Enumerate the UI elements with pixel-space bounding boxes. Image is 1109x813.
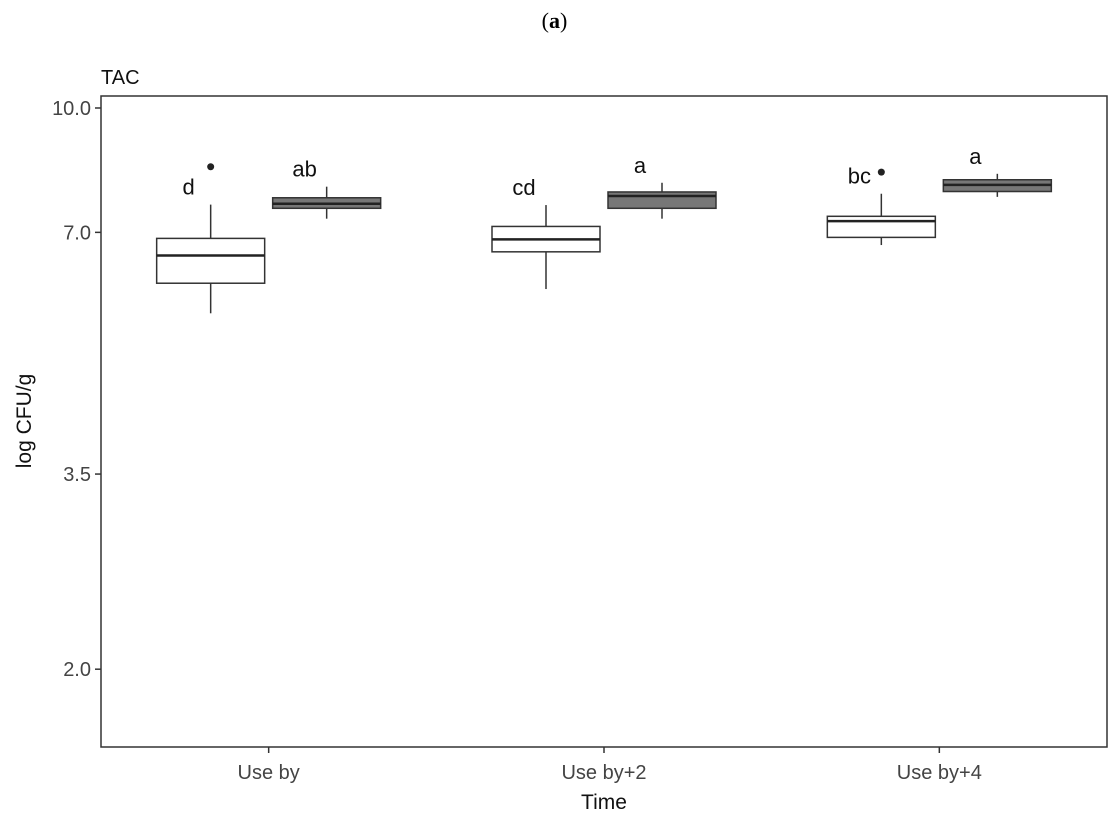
x-tick-label: Use by+2 bbox=[561, 762, 646, 784]
outlier-point bbox=[207, 163, 215, 171]
panel-label-open: ( bbox=[541, 8, 549, 33]
significance-letter: a bbox=[634, 153, 647, 178]
box-group: a bbox=[942, 144, 1053, 197]
box-iqr bbox=[155, 237, 266, 284]
y-axis: 2.0 3.5 7.0 10.0 bbox=[52, 98, 101, 681]
outlier-point bbox=[877, 168, 885, 176]
box-group: ab bbox=[271, 157, 382, 219]
x-axis-title: Time bbox=[581, 791, 627, 813]
y-tick-label: 7.0 bbox=[63, 222, 91, 244]
panel-label-letter: a bbox=[549, 8, 560, 33]
box-groups: d cd bc ab a a bbox=[155, 144, 1053, 314]
box-iqr bbox=[826, 215, 937, 239]
significance-letter: cd bbox=[512, 175, 535, 200]
box-iqr bbox=[607, 191, 717, 210]
significance-letter: d bbox=[183, 175, 195, 200]
significance-letter: ab bbox=[292, 157, 316, 182]
box-group: a bbox=[607, 153, 717, 219]
y-tick-label: 2.0 bbox=[63, 659, 91, 681]
x-axis: Use by Use by+2 Use by+4 bbox=[238, 747, 982, 784]
y-axis-title: log CFU/g bbox=[13, 374, 36, 469]
box-group: cd bbox=[491, 175, 601, 290]
plot-panel bbox=[100, 95, 1108, 748]
chart-title: TAC bbox=[101, 67, 140, 89]
y-tick-label: 10.0 bbox=[52, 98, 91, 120]
panel-label-close: ) bbox=[560, 8, 568, 33]
box-group: d bbox=[155, 163, 266, 314]
box-group: bc bbox=[826, 164, 937, 246]
significance-letter: bc bbox=[848, 164, 871, 189]
figure-panel-label: (a) bbox=[0, 8, 1109, 34]
x-tick-label: Use by+4 bbox=[897, 762, 982, 784]
x-tick-label: Use by bbox=[238, 762, 300, 784]
y-tick-label: 3.5 bbox=[63, 464, 91, 486]
significance-letter: a bbox=[969, 144, 982, 169]
